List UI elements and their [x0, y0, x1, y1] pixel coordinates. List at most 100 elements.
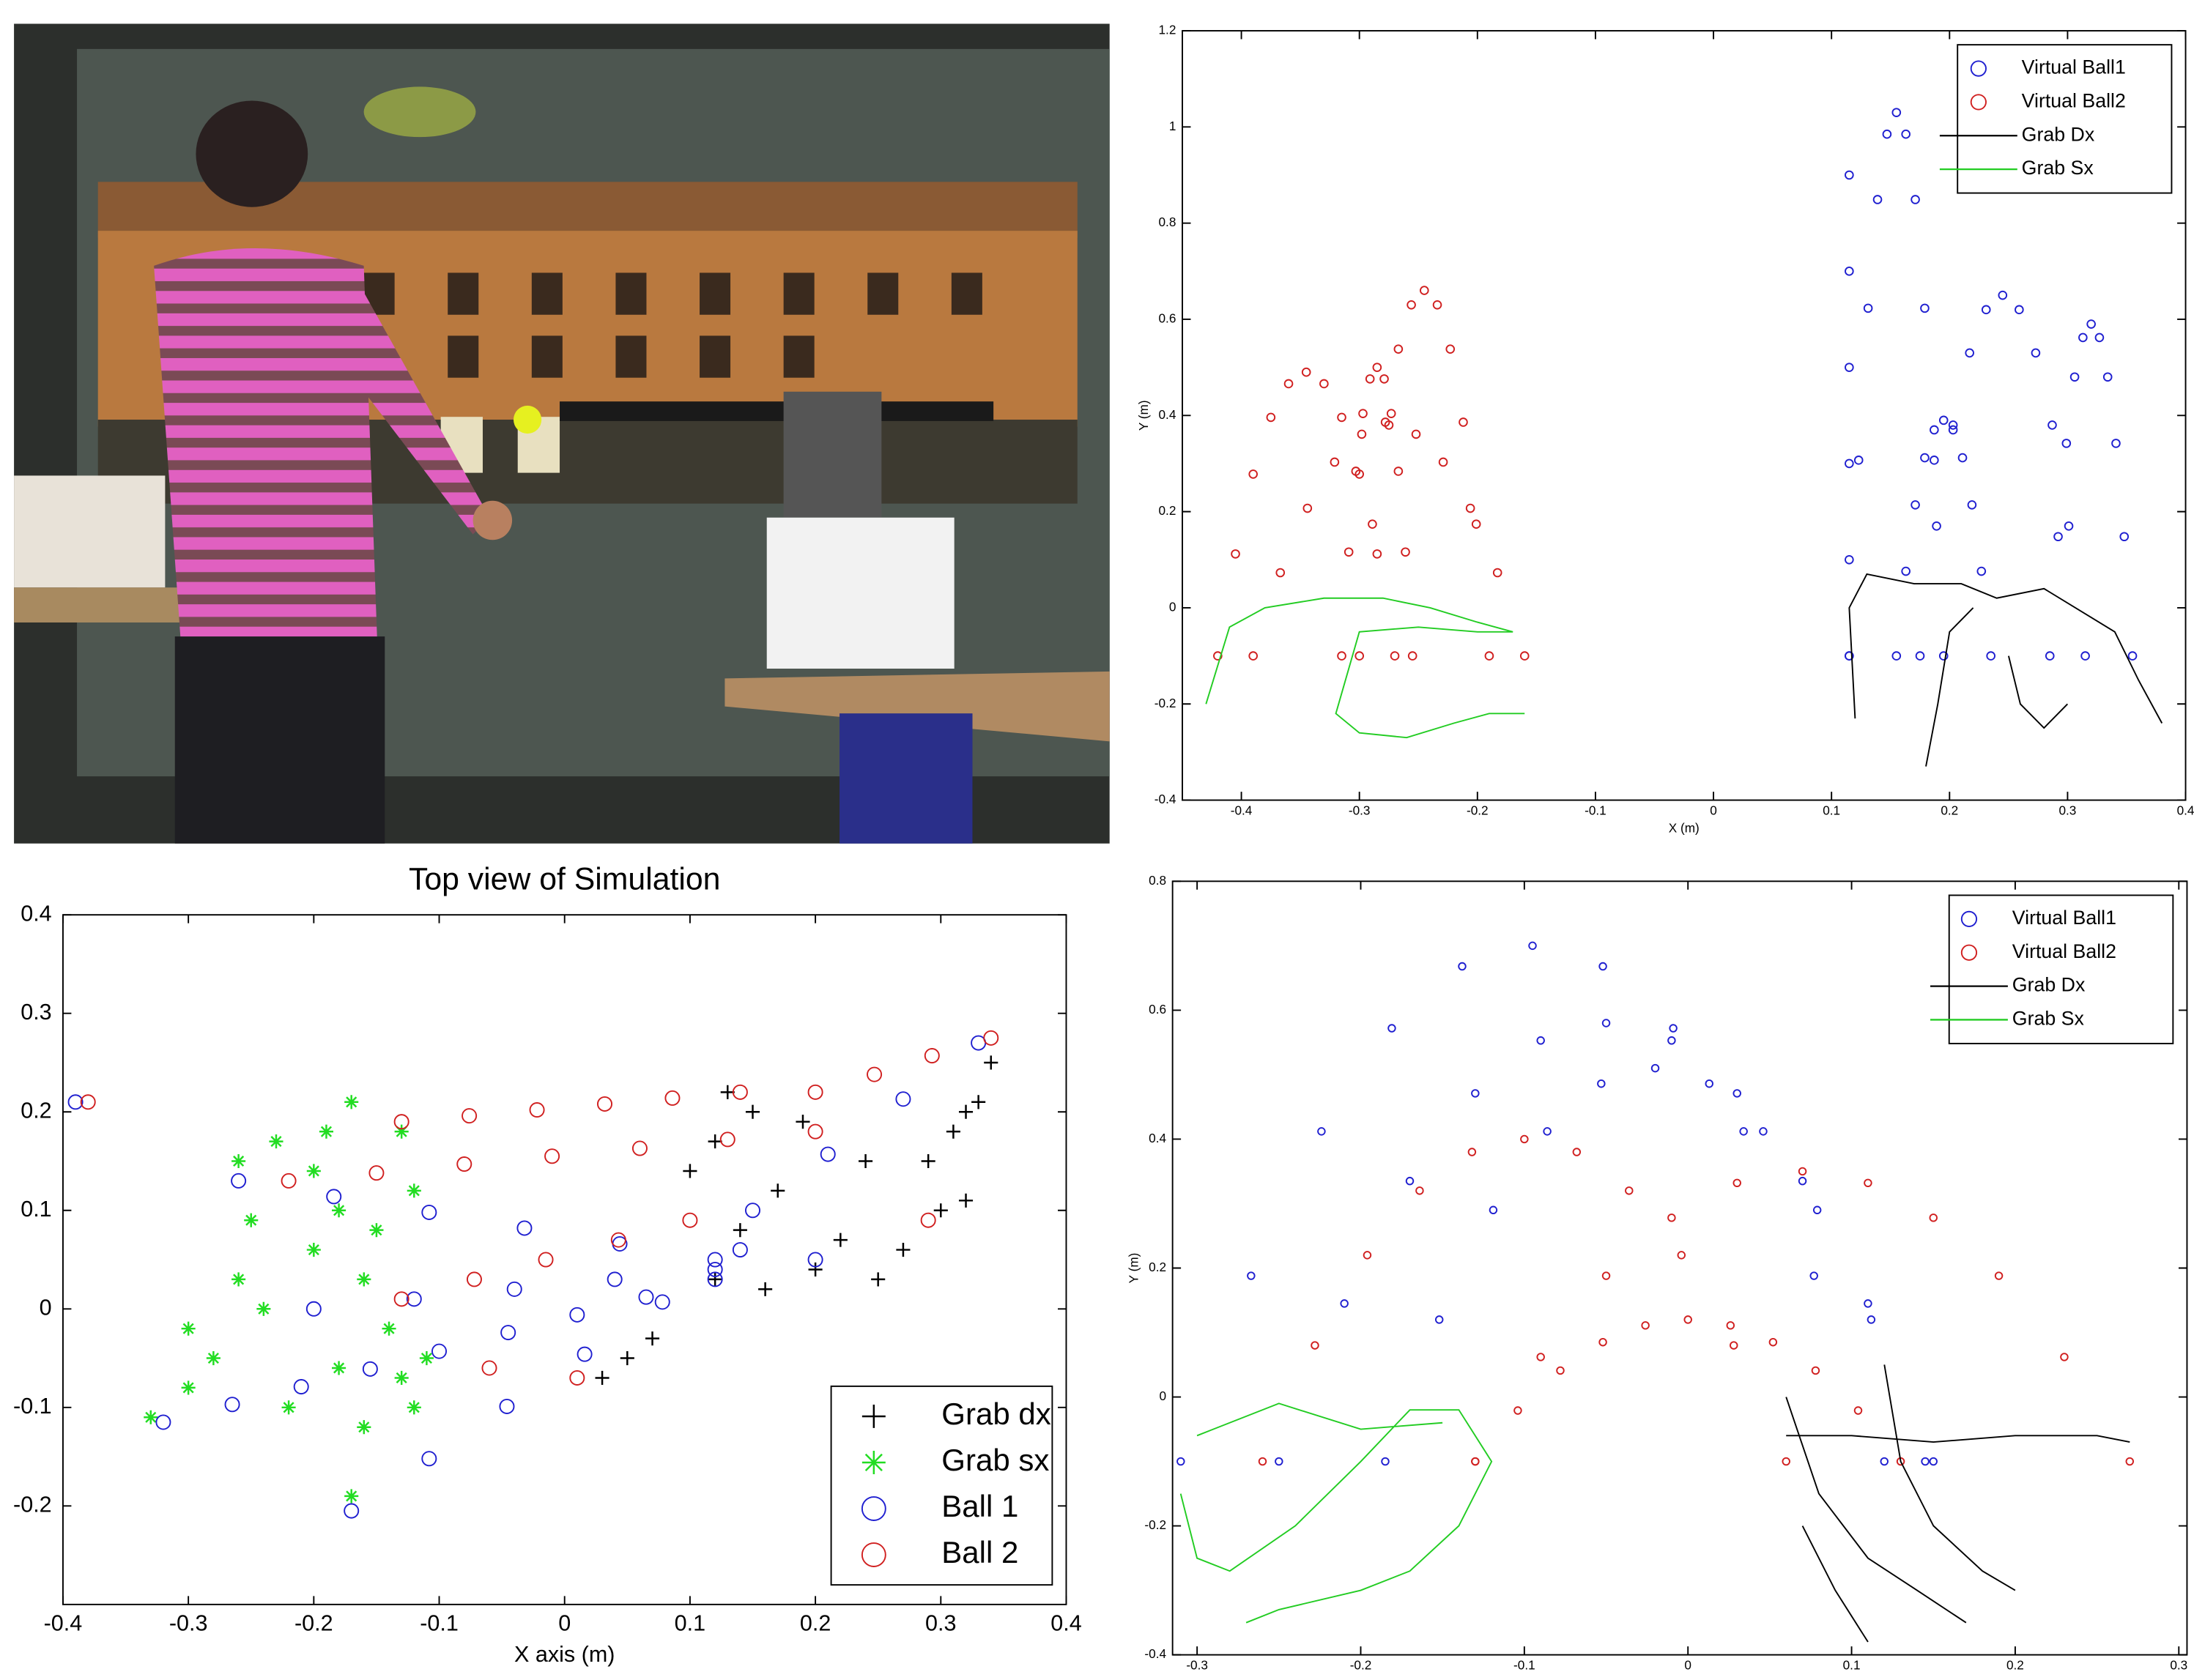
marker	[895, 1091, 911, 1107]
marker	[2111, 439, 2121, 448]
y-tick-label: 0.1	[21, 1197, 51, 1222]
marker	[1528, 941, 1537, 951]
marker	[1337, 412, 1346, 423]
marker	[1379, 374, 1389, 384]
marker	[456, 1156, 472, 1172]
y-tick-label: -0.2	[13, 1492, 52, 1517]
marker	[1572, 1148, 1582, 1156]
marker	[1976, 566, 1987, 576]
marker	[393, 1114, 409, 1130]
marker	[332, 1203, 346, 1218]
marker	[861, 1404, 886, 1428]
marker	[1459, 417, 1468, 427]
marker	[2061, 439, 2072, 448]
marker	[1301, 367, 1311, 377]
marker	[1811, 1366, 1820, 1375]
marker	[833, 1233, 848, 1247]
marker	[305, 1301, 322, 1317]
x-tick-label: -0.1	[1585, 803, 1606, 818]
marker	[407, 1183, 421, 1198]
marker	[394, 1124, 409, 1139]
marker	[1845, 554, 1854, 565]
marker	[368, 1165, 385, 1181]
marker	[1311, 1341, 1319, 1350]
marker	[1337, 651, 1346, 661]
marker	[1401, 547, 1410, 557]
marker	[382, 1321, 396, 1336]
y-tick-label: -0.2	[1144, 1517, 1166, 1532]
marker	[595, 1370, 609, 1386]
marker	[958, 1193, 974, 1208]
marker	[859, 1153, 873, 1169]
marker	[1867, 1315, 1876, 1324]
trajectory-line	[1179, 1402, 1493, 1624]
marker	[1411, 429, 1421, 439]
chart: -0.3 -0.2 -0.1 0 0.1 0.2 0.3 -0.4 -0.2 0 0.2 0.4 0.6…	[1127, 873, 2188, 1673]
marker	[1845, 363, 1854, 372]
marker	[1543, 1127, 1552, 1136]
marker	[2064, 521, 2074, 531]
y-tick-label: -0.1	[13, 1394, 52, 1419]
marker	[181, 1321, 196, 1336]
marker	[577, 1346, 593, 1362]
marker	[67, 1094, 84, 1110]
marker	[1930, 425, 1939, 435]
marker	[1667, 1213, 1676, 1222]
marker	[344, 1489, 359, 1504]
marker	[421, 1204, 437, 1220]
marker	[344, 1503, 360, 1519]
marker	[1445, 344, 1456, 354]
marker	[1368, 519, 1377, 529]
marker	[1782, 1457, 1790, 1466]
marker	[983, 1030, 999, 1046]
marker	[2119, 532, 2130, 542]
y-tick-label: -0.2	[1155, 696, 1176, 710]
marker	[1853, 456, 1864, 465]
marker	[1981, 305, 1991, 315]
marker	[407, 1400, 421, 1415]
marker	[1986, 651, 1995, 661]
legend-label: Virtual Ball2	[2022, 89, 2126, 111]
legend-label: Grab dx	[941, 1397, 1050, 1431]
marker	[1960, 910, 1978, 928]
marker	[1970, 94, 1987, 111]
y-tick-label: 0.2	[21, 1098, 51, 1123]
marker	[1601, 1019, 1611, 1027]
marker	[326, 1189, 342, 1205]
marker	[1798, 1176, 1807, 1186]
marker	[1625, 1186, 1634, 1195]
x-tick-label: -0.2	[1350, 1658, 1372, 1673]
marker	[1598, 962, 1607, 971]
marker	[80, 1094, 96, 1110]
marker	[357, 1272, 371, 1287]
marker	[244, 1213, 259, 1227]
marker	[1438, 457, 1448, 467]
marker	[1536, 1353, 1545, 1361]
marker	[1929, 1213, 1938, 1222]
marker	[1213, 651, 1223, 661]
marker	[1354, 651, 1364, 661]
marker	[369, 1223, 384, 1238]
marker	[1258, 1457, 1267, 1466]
marker	[1880, 1457, 1889, 1466]
marker	[1275, 1457, 1283, 1466]
marker	[499, 1398, 515, 1414]
y-tick-label: 0.2	[1159, 503, 1176, 518]
marker	[1330, 457, 1340, 467]
marker	[861, 1451, 886, 1474]
marker	[896, 1243, 911, 1257]
marker	[1471, 1457, 1480, 1466]
marker	[406, 1291, 422, 1307]
marker	[971, 1095, 986, 1110]
marker	[1845, 458, 1854, 469]
marker	[1393, 467, 1404, 476]
marker	[1484, 651, 1494, 661]
marker	[1344, 547, 1354, 557]
marker	[1948, 425, 1958, 435]
marker	[419, 1350, 434, 1366]
marker	[344, 1095, 359, 1110]
y-tick-label: 0.3	[21, 1000, 51, 1025]
marker	[1471, 519, 1481, 529]
marker	[707, 1271, 723, 1287]
marker	[796, 1115, 810, 1129]
